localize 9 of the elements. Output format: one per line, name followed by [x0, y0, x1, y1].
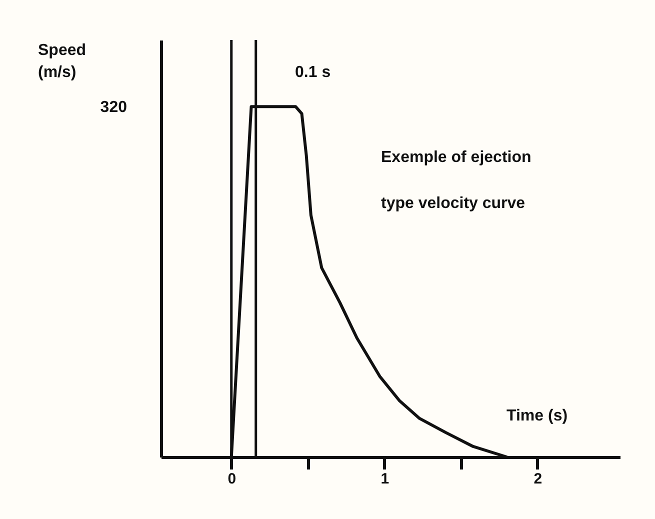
text: 320 — [100, 99, 128, 116]
text: Speed (m/s) — [38, 42, 86, 81]
x-axis-title: Time (s) — [506, 408, 568, 424]
text: 0.1 s — [295, 64, 331, 81]
x-tick-label: 1 — [380, 470, 390, 488]
x-tick-label: 0 — [228, 470, 236, 488]
x-tick-label: 2 — [534, 470, 542, 488]
annotation: Exemple of ejection — [381, 149, 532, 166]
annotation: type velocity curve — [381, 195, 526, 212]
